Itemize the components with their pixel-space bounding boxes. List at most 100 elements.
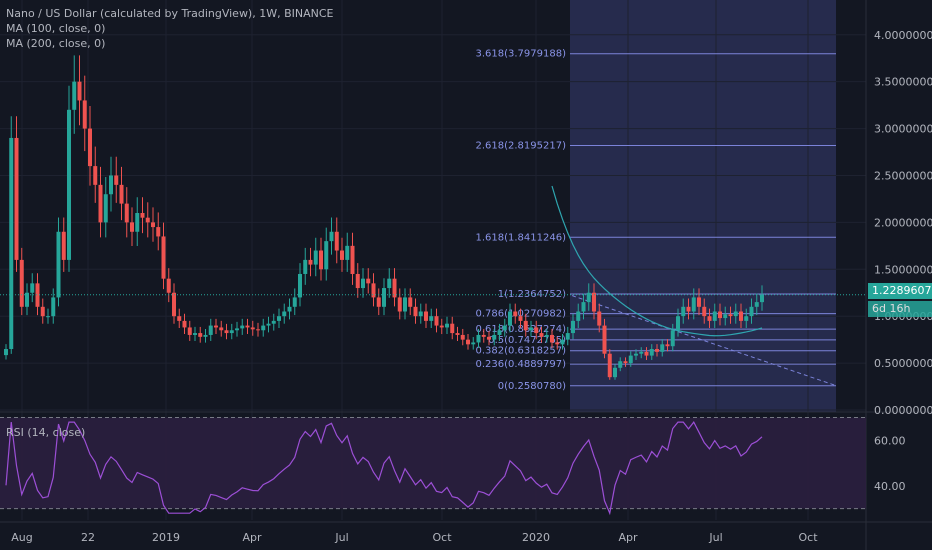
candle	[476, 334, 481, 343]
time-axis-label: Aug	[11, 531, 32, 544]
price-axis-label: 0.5000000	[874, 357, 932, 370]
candle	[581, 302, 586, 312]
candle	[135, 213, 140, 232]
candle	[261, 325, 266, 331]
candle	[413, 306, 418, 317]
rsi-legend: RSI (14, close)	[6, 426, 86, 439]
candle	[229, 330, 234, 334]
candle	[707, 316, 712, 321]
time-axis-label: Oct	[432, 531, 452, 544]
candle	[177, 316, 182, 321]
candle	[193, 333, 197, 335]
candle	[723, 314, 728, 319]
time-axis-label: Apr	[242, 531, 262, 544]
countdown-tag: 6d 16h	[868, 301, 932, 317]
candle	[67, 109, 71, 260]
time-axis-label: 22	[81, 531, 95, 544]
candle	[350, 245, 355, 274]
candle	[623, 361, 628, 364]
candles	[4, 55, 764, 380]
candle	[140, 213, 145, 218]
fib-label: 0.618(0.8627274)	[475, 324, 566, 335]
rsi-axis-label: 40.00	[874, 480, 906, 493]
candle	[523, 320, 528, 331]
candle	[754, 302, 759, 307]
candle	[655, 349, 659, 352]
candle	[392, 278, 397, 298]
price-axis-label: 1.5000000	[874, 263, 932, 276]
candle	[145, 217, 150, 223]
candle	[424, 311, 428, 321]
fib-label: 1.618(1.8411246)	[475, 232, 566, 243]
fib-label: 0(0.2580780)	[498, 381, 566, 392]
candle	[534, 327, 539, 334]
candle	[544, 334, 549, 337]
candle	[597, 311, 602, 326]
current-price-tag: 1.2289607	[868, 283, 932, 299]
candle	[271, 320, 276, 324]
candle	[639, 351, 644, 354]
candle	[607, 353, 612, 378]
candle	[434, 316, 439, 326]
candle	[466, 339, 470, 345]
candle	[697, 297, 701, 307]
rsi-band	[0, 417, 866, 509]
candle	[586, 292, 591, 303]
candle	[408, 297, 413, 307]
candle	[382, 288, 386, 307]
price-axis-label: 2.5000000	[874, 169, 932, 182]
candle	[9, 137, 14, 350]
candle	[130, 222, 134, 232]
candle	[686, 306, 691, 312]
candle	[287, 306, 292, 312]
price-axis-label: 2.0000000	[874, 216, 932, 229]
fib-zone	[570, 0, 836, 412]
candle	[555, 342, 560, 345]
candle	[660, 344, 665, 352]
candle	[187, 327, 192, 335]
candle	[371, 283, 376, 298]
rsi-line	[5, 420, 763, 516]
candle	[576, 311, 581, 321]
candle	[119, 184, 124, 204]
time-axis-label: Oct	[798, 531, 818, 544]
candle	[25, 292, 29, 307]
candle	[529, 327, 533, 331]
candle	[602, 325, 607, 354]
candle	[487, 336, 491, 340]
candle	[208, 325, 213, 335]
candle	[172, 292, 176, 317]
trend-line	[571, 295, 837, 387]
candle	[72, 81, 77, 110]
candle	[739, 311, 743, 321]
candle	[240, 325, 245, 329]
candle	[403, 297, 407, 312]
candle	[324, 241, 329, 270]
candle	[166, 278, 171, 293]
candle	[355, 273, 360, 289]
price-axis-label: 0.0000000	[874, 404, 932, 417]
candle	[450, 323, 455, 334]
candle	[292, 297, 297, 307]
candle	[744, 316, 749, 321]
candle	[298, 273, 302, 298]
candle	[82, 100, 87, 129]
candle	[56, 231, 61, 298]
candle	[303, 259, 308, 274]
fib-label: 0.236(0.4889797)	[475, 359, 566, 370]
candle	[266, 323, 271, 326]
fib-label: 0.382(0.6318257)	[475, 346, 566, 357]
candle	[670, 330, 675, 347]
candle	[345, 245, 350, 260]
candle	[481, 334, 486, 337]
candle	[439, 325, 444, 328]
candle	[733, 311, 738, 317]
candle	[592, 292, 596, 312]
candle	[718, 311, 722, 319]
candle	[329, 231, 334, 242]
candle	[182, 320, 187, 328]
candle	[565, 333, 570, 340]
candle	[319, 250, 323, 270]
candle	[114, 175, 119, 185]
